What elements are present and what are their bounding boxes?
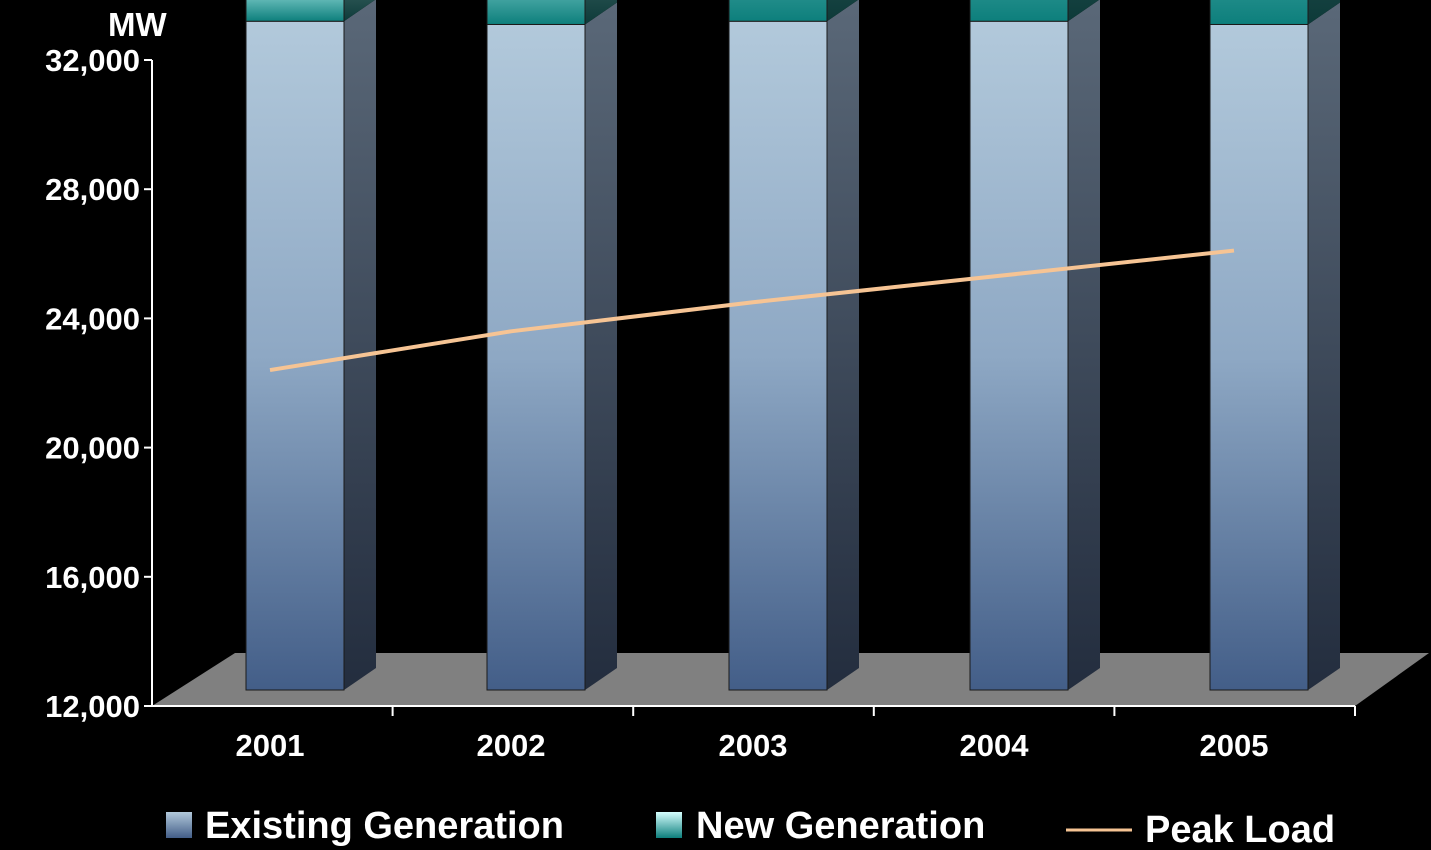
y-unit-label: MW bbox=[108, 6, 167, 43]
bar-group-2001 bbox=[245, 0, 376, 691]
legend-label-existing-generation: Existing Generation bbox=[205, 805, 564, 847]
bar-new-generation bbox=[728, 0, 828, 22]
bar-existing-generation bbox=[969, 20, 1069, 691]
bar-existing-generation bbox=[728, 20, 828, 691]
bar-existing-generation-side bbox=[1308, 2, 1340, 691]
y-tick-label: 20,000 bbox=[45, 431, 140, 466]
bars bbox=[245, 0, 1340, 691]
bar-existing-generation-side bbox=[585, 2, 617, 691]
legend-swatch-new-generation bbox=[656, 812, 682, 838]
bar-existing-generation bbox=[486, 23, 586, 691]
bar-existing-generation bbox=[1209, 23, 1309, 691]
x-tick-label: 2005 bbox=[1200, 728, 1269, 763]
bar-new-generation-side bbox=[827, 0, 858, 22]
bar-existing-generation-side bbox=[827, 0, 859, 690]
bar-existing-generation bbox=[245, 20, 345, 691]
y-tick-label: 32,000 bbox=[45, 43, 140, 78]
y-tick-label: 28,000 bbox=[45, 172, 140, 207]
bar-group-2005 bbox=[1209, 0, 1340, 691]
bar-new-generation-side bbox=[344, 0, 375, 22]
bar-new-generation-side bbox=[1068, 0, 1099, 22]
bar-group-2004 bbox=[969, 0, 1100, 691]
x-tick-label: 2001 bbox=[236, 728, 305, 763]
x-tick-label: 2004 bbox=[960, 728, 1030, 763]
legend-swatch-existing-generation bbox=[166, 812, 192, 838]
peak-load-line-layer bbox=[269, 248, 1235, 373]
bar-new-generation-side bbox=[1308, 0, 1340, 25]
y-tick-label: 24,000 bbox=[45, 301, 140, 336]
bar-existing-generation-side bbox=[344, 0, 376, 690]
peak-load-line bbox=[269, 248, 1235, 373]
bar-group-2003 bbox=[728, 0, 859, 691]
y-tick-label: 16,000 bbox=[45, 560, 140, 595]
bar-existing-generation-side bbox=[1068, 0, 1100, 690]
x-tick-label: 2003 bbox=[719, 728, 788, 763]
bar-new-generation-side bbox=[585, 0, 617, 25]
legend-label-peak-load: Peak Load bbox=[1145, 809, 1335, 850]
bar-new-generation bbox=[486, 0, 586, 25]
y-tick-label: 12,000 bbox=[45, 689, 140, 724]
legend: Existing Generation New Generation Peak … bbox=[166, 805, 1335, 850]
bar-group-2002 bbox=[486, 0, 617, 691]
bar-new-generation bbox=[1209, 0, 1309, 25]
bar-new-generation bbox=[969, 0, 1069, 22]
axes: 12,000 16,000 20,000 24,000 28,000 32,000 2001… bbox=[45, 43, 1356, 763]
x-tick-label: 2002 bbox=[477, 728, 546, 763]
legend-label-new-generation: New Generation bbox=[696, 805, 985, 847]
bar-new-generation bbox=[245, 0, 345, 22]
